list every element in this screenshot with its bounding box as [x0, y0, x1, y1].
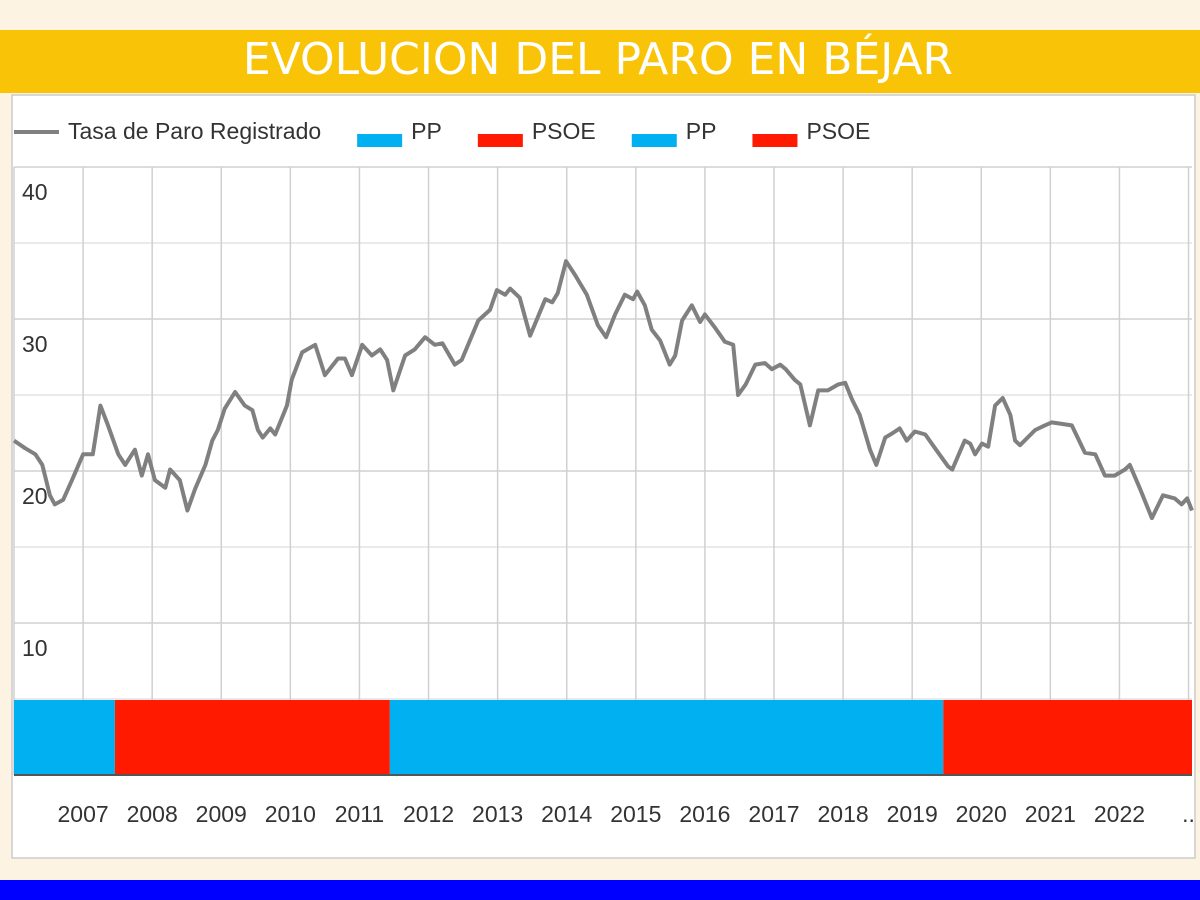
y-tick-label: 10 — [22, 635, 48, 661]
unemployment-line — [12, 259, 1194, 521]
chart-title: EVOLUCION DEL PARO EN BÉJAR — [243, 32, 953, 85]
legend-swatch — [752, 134, 798, 147]
legend-label: PP — [686, 118, 717, 144]
x-tick-label: 2013 — [472, 801, 523, 827]
x-tick-label: 2012 — [403, 801, 454, 827]
x-tick-label: 2016 — [679, 801, 730, 827]
x-tick-label: 2011 — [335, 801, 384, 827]
legend-swatch — [477, 134, 523, 147]
x-tick-label: 2017 — [748, 801, 799, 827]
x-tick-label: 2022 — [1094, 801, 1145, 827]
x-tick-label: 2019 — [887, 801, 938, 827]
x-tick-label: 2020 — [956, 801, 1007, 827]
party-band — [943, 700, 1192, 775]
legend-swatch — [357, 134, 403, 147]
legend-label: Tasa de Paro Registrado — [68, 118, 321, 144]
legend-label: PSOE — [532, 118, 596, 144]
title-bar — [0, 30, 1200, 93]
x-tick-label: 2008 — [127, 801, 178, 827]
x-tick-label: 2021 — [1025, 801, 1076, 827]
chart: 10 20 30 40 2007 2008 2009 2010 2011 2012 2013 2014… — [12, 118, 1195, 827]
x-tick-label: 2007 — [58, 801, 109, 827]
y-tick-label: 40 — [22, 179, 48, 205]
legend-swatch — [631, 134, 677, 147]
x-tick-label: .. — [1182, 801, 1195, 827]
party-band — [14, 700, 115, 775]
legend-label: PP — [411, 118, 442, 144]
footer-bar — [0, 880, 1200, 900]
y-tick-label: 20 — [22, 483, 48, 509]
party-band — [114, 700, 390, 775]
y-tick-label: 30 — [22, 331, 48, 357]
legend-label: PSOE — [806, 118, 870, 144]
x-tick-label: 2014 — [541, 801, 592, 827]
x-tick-label: 2018 — [818, 801, 869, 827]
party-band — [389, 700, 944, 775]
x-tick-label: 2009 — [196, 801, 247, 827]
x-tick-label: 2015 — [610, 801, 661, 827]
x-tick-label: 2010 — [265, 801, 316, 827]
